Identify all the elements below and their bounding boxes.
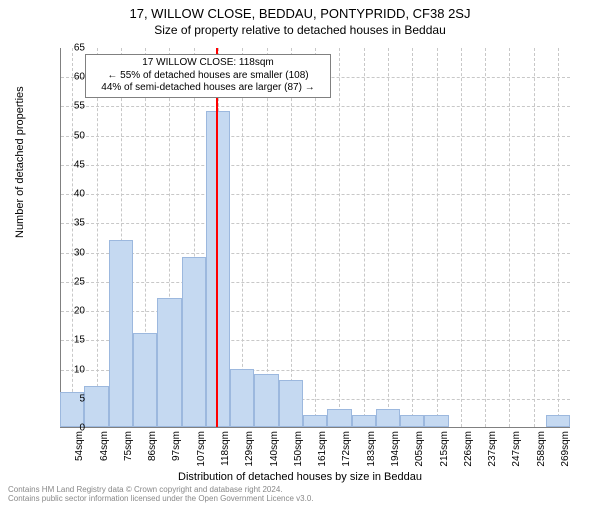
histogram-bar [303,415,327,427]
chart-area: 17 WILLOW CLOSE: 118sqm← 55% of detached… [60,48,570,428]
histogram-bar [109,240,133,427]
gridline-v [412,48,413,427]
histogram-bar [546,415,570,427]
xtick-label: 269sqm [560,431,571,467]
xtick-label: 215sqm [439,431,450,467]
annotation-box: 17 WILLOW CLOSE: 118sqm← 55% of detached… [85,54,331,98]
xtick-label: 194sqm [390,431,401,467]
ytick-label: 45 [74,159,85,170]
gridline-v [364,48,365,427]
histogram-bar [424,415,448,427]
xtick-label: 97sqm [171,431,182,461]
xtick-label: 64sqm [99,431,110,461]
histogram-bar [206,111,230,427]
histogram-bar [254,374,278,427]
gridline-v [558,48,559,427]
xtick-label: 237sqm [487,431,498,467]
gridline-v [291,48,292,427]
plot-area: 17 WILLOW CLOSE: 118sqm← 55% of detached… [60,48,570,428]
xtick-label: 140sqm [269,431,280,467]
xtick-label: 75sqm [123,431,134,461]
histogram-bar [230,369,254,427]
histogram-bar [376,409,400,427]
gridline-v [461,48,462,427]
footer-line: Contains HM Land Registry data © Crown c… [8,485,314,495]
xtick-label: 161sqm [317,431,328,467]
histogram-bar [84,386,108,427]
ytick-label: 5 [79,393,85,404]
xtick-label: 258sqm [536,431,547,467]
gridline-v [97,48,98,427]
xtick-label: 150sqm [293,431,304,467]
ytick-label: 30 [74,247,85,258]
annotation-line: 17 WILLOW CLOSE: 118sqm [90,57,326,70]
histogram-bar [400,415,424,427]
annotation-line: 44% of semi-detached houses are larger (… [90,82,326,95]
ytick-label: 15 [74,335,85,346]
histogram-bar [182,257,206,427]
marker-line [216,48,218,427]
y-axis-label: Number of detached properties [14,86,26,238]
footer: Contains HM Land Registry data © Crown c… [8,485,314,504]
xtick-label: 247sqm [511,431,522,467]
gridline-v [267,48,268,427]
chart-title: 17, WILLOW CLOSE, BEDDAU, PONTYPRIDD, CF… [0,6,600,21]
ytick-label: 25 [74,276,85,287]
xtick-label: 183sqm [366,431,377,467]
histogram-bar [157,298,181,427]
gridline-v [315,48,316,427]
gridline-v [339,48,340,427]
histogram-bar [279,380,303,427]
ytick-label: 65 [74,43,85,54]
footer-line: Contains public sector information licen… [8,494,314,504]
xtick-label: 118sqm [220,431,231,466]
xtick-label: 129sqm [244,431,255,467]
ytick-label: 10 [74,364,85,375]
gridline-v [388,48,389,427]
histogram-bar [327,409,351,427]
ytick-label: 20 [74,306,85,317]
xtick-label: 86sqm [147,431,158,461]
ytick-label: 50 [74,130,85,141]
gridline-v [485,48,486,427]
xtick-label: 107sqm [196,431,207,467]
ytick-label: 55 [74,101,85,112]
xtick-label: 172sqm [341,431,352,467]
annotation-line: ← 55% of detached houses are smaller (10… [90,70,326,83]
histogram-bar [352,415,376,427]
xtick-label: 205sqm [414,431,425,467]
gridline-v [534,48,535,427]
histogram-bar [133,333,157,427]
ytick-label: 40 [74,189,85,200]
ytick-label: 35 [74,218,85,229]
xtick-label: 54sqm [74,431,85,461]
gridline-v [509,48,510,427]
x-axis-label: Distribution of detached houses by size … [0,471,600,483]
chart-subtitle: Size of property relative to detached ho… [0,23,600,37]
xtick-label: 226sqm [463,431,474,467]
ytick-label: 60 [74,72,85,83]
gridline-v [437,48,438,427]
